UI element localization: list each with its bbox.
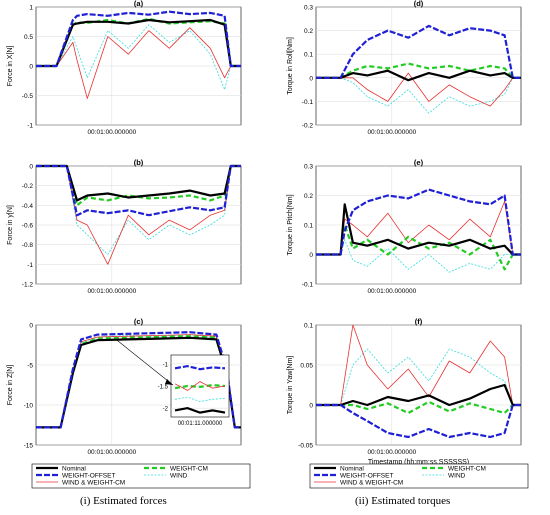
legend-label: Nominal	[62, 466, 86, 473]
x-axis-label: Timestamp (hh:mm:ss.SSSSSS)	[368, 459, 469, 466]
series-line-wind-weight-cm	[316, 324, 521, 406]
series-line-wind	[36, 24, 241, 90]
y-axis-label: Torque in Roll[Nm]	[287, 37, 294, 95]
y-tick-label: -5	[27, 363, 33, 370]
x-tick-label: 00:01:00.000000	[87, 288, 136, 295]
legend-label: Nominal	[340, 466, 364, 473]
y-tick-label: -1	[27, 123, 33, 130]
inset-arrow-head	[165, 379, 173, 385]
panel-title: (c)	[134, 317, 144, 326]
series-line-nominal	[36, 18, 241, 68]
inset-y-tick-label: -1	[163, 362, 169, 368]
legend-box	[31, 463, 251, 489]
y-tick-label: 0.5	[24, 34, 33, 41]
y-tick-label: 0.3	[304, 164, 313, 171]
x-tick-label: 00:01:00.000000	[87, 129, 136, 136]
series-line-wind-weight-cm	[36, 27, 241, 99]
series-line-weight-cm	[316, 400, 521, 415]
series-line-wind	[316, 77, 521, 114]
y-axis-label: Force in y[N]	[7, 205, 14, 245]
y-tick-label: 0.1	[304, 52, 313, 59]
panel-title: (b)	[134, 158, 144, 167]
y-axis-label: Torque in Yaw[Nm]	[287, 356, 294, 415]
series-line-nominal	[316, 203, 521, 256]
inset-series-line	[174, 381, 226, 391]
y-tick-label: 0.3	[304, 5, 313, 12]
y-tick-label: -1	[27, 262, 33, 269]
y-tick-label: 0.2	[304, 193, 313, 200]
legend-label: WIND & WEIGHT-CM	[340, 480, 403, 487]
series-line-weight-offset	[316, 403, 521, 439]
series-line-nominal	[36, 164, 241, 202]
y-tick-label: 0	[29, 323, 33, 330]
caption-forces: (i) Estimated forces	[80, 495, 167, 507]
series-line-wind-weight-cm	[316, 200, 521, 255]
y-tick-label: -0.4	[22, 203, 34, 210]
series-line-weight-cm	[36, 164, 241, 207]
y-tick-label: -10	[24, 403, 34, 410]
y-tick-label: -0.1	[302, 99, 314, 106]
y-tick-label: -0.05	[298, 443, 313, 450]
y-axis-label: Torque in Pitch[Nm]	[287, 194, 294, 255]
series-line-nominal	[316, 383, 521, 407]
x-tick-label: 00:01:00.000000	[367, 288, 416, 295]
y-tick-label: 1	[29, 5, 33, 12]
y-tick-label: 0	[309, 252, 313, 259]
series-line-weight-offset	[36, 164, 241, 217]
inset-pointer-arrow	[115, 339, 174, 386]
legend-label: WIND & WEIGHT-CM	[62, 480, 125, 487]
y-tick-label: -0.5	[22, 93, 34, 100]
series-line-weight-offset	[36, 10, 241, 68]
y-tick-label: 0	[309, 75, 313, 82]
inset-x-tick-label: 00:01:11.000000	[178, 421, 223, 427]
y-axis-label: Force in X[N]	[7, 46, 14, 87]
series-line-weight-offset	[316, 24, 521, 79]
x-tick-label: 00:01:00.000000	[87, 449, 136, 456]
y-tick-label: -0.2	[302, 123, 314, 130]
legend-label: WEIGHT-CM	[170, 466, 208, 473]
inset-series-line	[174, 364, 226, 371]
series-line-wind-weight-cm	[36, 165, 241, 265]
y-tick-label: -0.8	[22, 242, 34, 249]
legend-label: WEIGHT-CM	[448, 466, 486, 473]
y-tick-label: 0	[29, 164, 33, 171]
legend-label: WIND	[170, 473, 188, 480]
y-tick-label: 0.2	[304, 28, 313, 35]
y-tick-label: 0.05	[300, 363, 313, 370]
y-tick-label: 0	[309, 403, 313, 410]
inset-series-line	[174, 406, 226, 414]
inset-y-tick-label: -1.5	[158, 385, 169, 391]
y-tick-label: -15	[24, 443, 34, 450]
y-tick-label: -0.2	[22, 183, 34, 190]
panel-title: (a)	[134, 0, 144, 8]
legend-box	[309, 463, 529, 489]
inset-series-line	[174, 396, 226, 402]
series-line-weight-offset	[316, 188, 521, 256]
y-tick-label: -0.1	[302, 282, 314, 289]
inset-y-tick-label: -2	[163, 407, 169, 413]
y-tick-label: -1.2	[22, 282, 34, 289]
y-tick-label: 0.1	[304, 323, 313, 330]
series-line-wind-weight-cm	[316, 72, 521, 107]
legend-label: WEIGHT-OFFSET	[62, 473, 115, 480]
caption-torques: (ii) Estimated torques	[355, 495, 451, 507]
legend-label: WIND	[448, 473, 466, 480]
y-tick-label: -0.6	[22, 223, 34, 230]
x-tick-label: 00:01:00.000000	[367, 129, 416, 136]
y-axis-label: Force in Z[N]	[7, 365, 14, 406]
panel-title: (e)	[414, 158, 424, 167]
panel-title: (d)	[414, 0, 424, 8]
series-line-nominal	[316, 69, 521, 82]
series-line-wind	[316, 239, 521, 273]
x-tick-label: 00:01:00.000000	[367, 449, 416, 456]
panel-title: (f)	[415, 317, 423, 326]
legend-label: WEIGHT-OFFSET	[340, 473, 393, 480]
inset-series-line	[174, 383, 226, 390]
series-line-weight-cm	[316, 62, 521, 79]
y-tick-label: 0.1	[304, 223, 313, 230]
y-tick-label: 0	[29, 64, 33, 71]
